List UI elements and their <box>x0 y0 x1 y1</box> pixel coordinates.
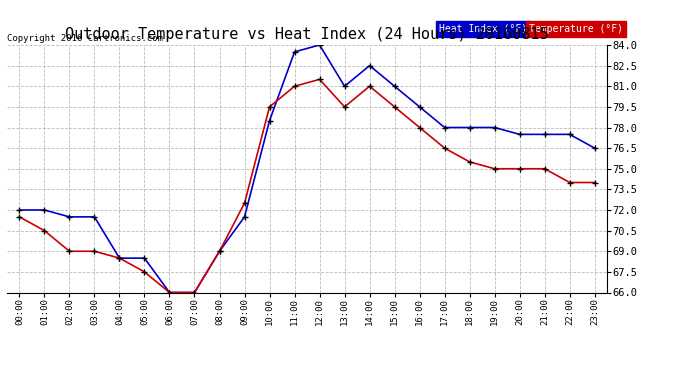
Text: Copyright 2016 Cartronics.com: Copyright 2016 Cartronics.com <box>7 33 163 42</box>
Text: Heat Index (°F): Heat Index (°F) <box>439 24 527 34</box>
Title: Outdoor Temperature vs Heat Index (24 Hours) 20160815: Outdoor Temperature vs Heat Index (24 Ho… <box>66 27 549 42</box>
Text: Temperature (°F): Temperature (°F) <box>529 24 623 34</box>
